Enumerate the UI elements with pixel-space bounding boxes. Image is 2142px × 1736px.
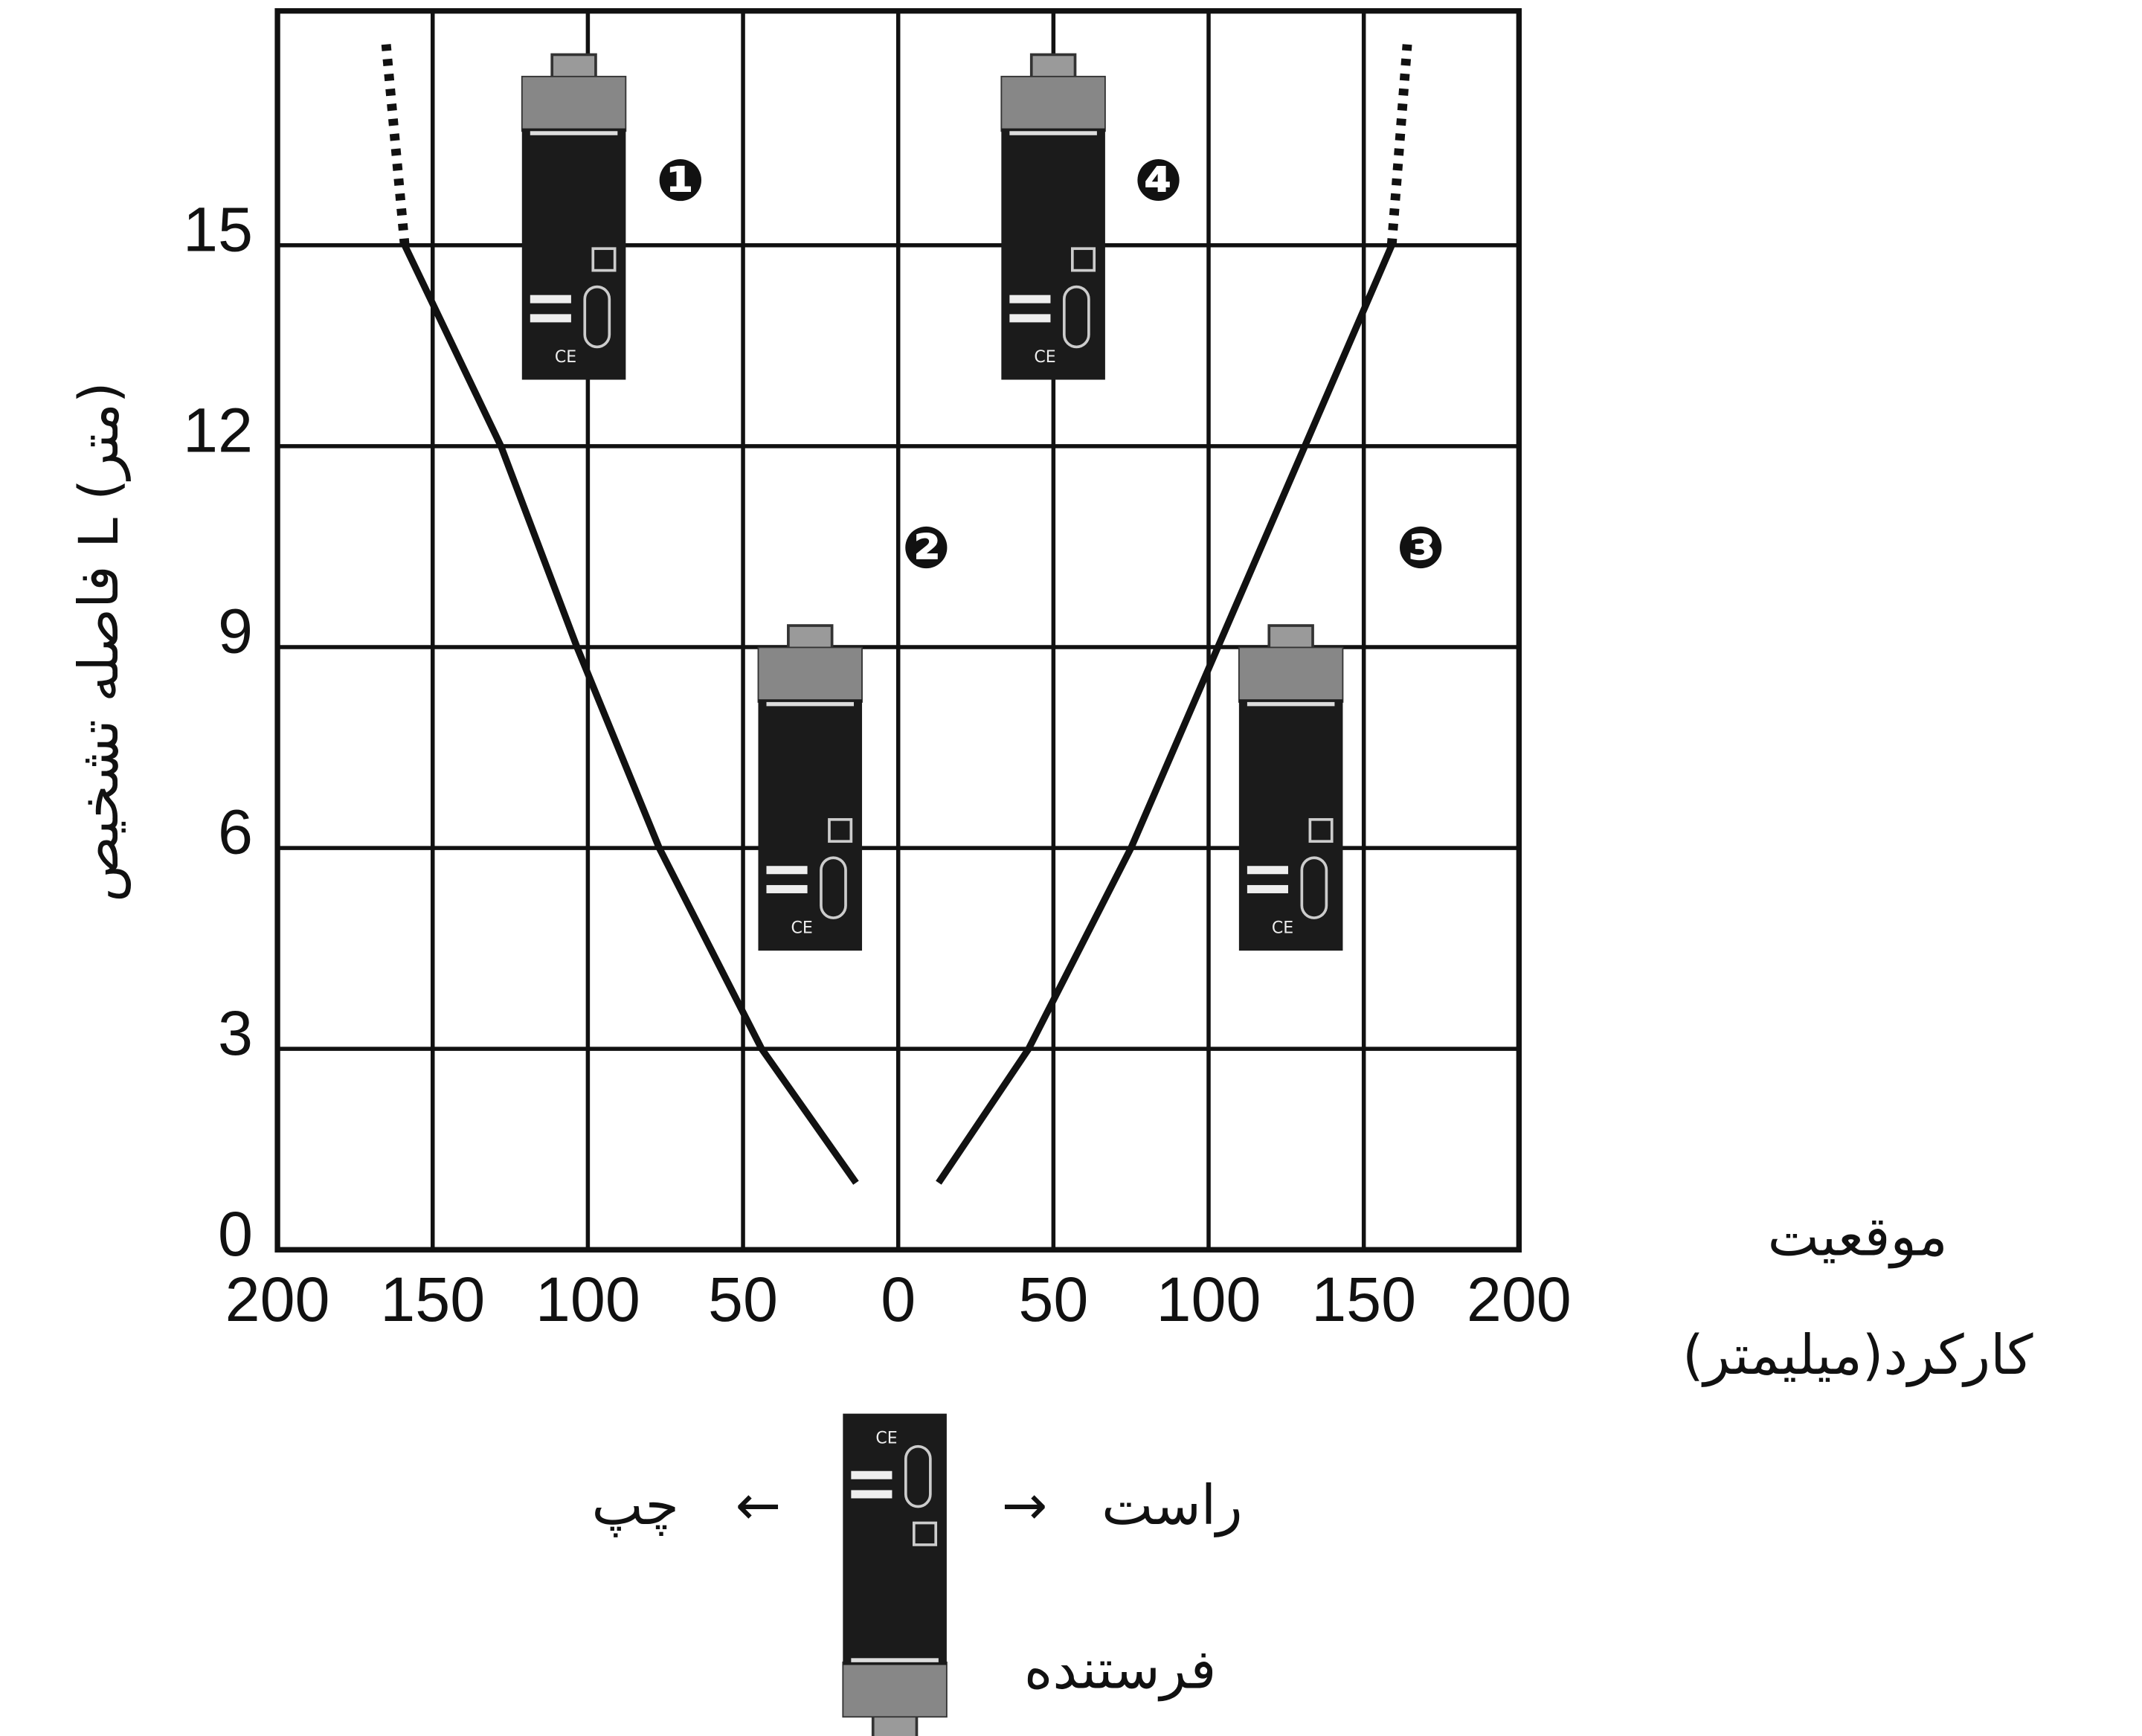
sensor-icon	[1000, 53, 1107, 382]
emitter-icon	[841, 1412, 948, 1736]
zone-label: ❸	[1396, 515, 1444, 582]
zone-label: ❶	[656, 147, 704, 214]
x-tick-label: 0	[881, 1264, 916, 1334]
x-tick-label: 150	[1311, 1264, 1416, 1334]
left-arrow: ←	[736, 1474, 782, 1537]
y-axis-label: فاصله تشخیص L (متر)	[68, 382, 131, 901]
x-tick-label: 50	[1018, 1264, 1088, 1334]
x-axis-label: کارکرد(میلیمتر)	[1682, 1324, 2033, 1387]
curve	[1386, 44, 1412, 246]
y-tick-label: 9	[218, 597, 253, 666]
sensor-icon	[520, 53, 628, 382]
y-tick-label: 12	[183, 396, 253, 466]
x-tick-label: 100	[536, 1264, 640, 1334]
sensor-icon	[756, 624, 863, 952]
y-tick-label: 0	[218, 1199, 253, 1269]
x-tick-label: 50	[708, 1264, 778, 1334]
emitter-label: فرستنده	[1024, 1639, 1217, 1702]
curve	[936, 243, 1395, 1185]
curve	[381, 44, 410, 246]
zone-label: ❹	[1134, 147, 1183, 214]
y-tick-label: 15	[183, 194, 253, 264]
curve	[402, 243, 859, 1185]
sensor-icon	[1238, 624, 1345, 952]
x-axis-label: موقعیت	[1768, 1205, 1948, 1268]
x-tick-label: 200	[225, 1264, 330, 1334]
x-tick-label: 150	[380, 1264, 485, 1334]
right-arrow: →	[1002, 1474, 1048, 1537]
x-tick-label: 100	[1157, 1264, 1261, 1334]
x-tick-label: 200	[1467, 1264, 1572, 1334]
right-label: راست	[1101, 1474, 1243, 1537]
y-tick-label: 6	[218, 797, 253, 867]
zone-label: ❷	[902, 515, 951, 582]
y-tick-label: 3	[218, 998, 253, 1068]
left-label: چپ	[591, 1474, 679, 1537]
